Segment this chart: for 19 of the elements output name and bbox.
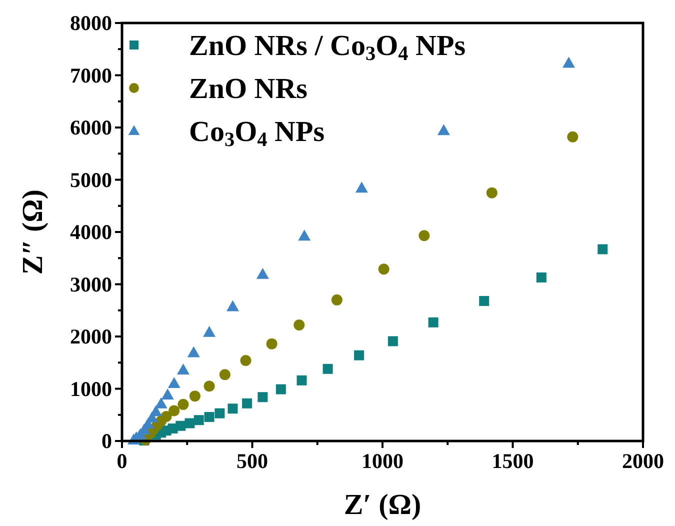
y-tick-label: 4000 <box>70 220 112 244</box>
y-tick-label: 7000 <box>70 63 112 88</box>
y-tick-label: 0 <box>102 429 112 453</box>
y-tick-label: 3000 <box>70 272 112 296</box>
legend-label: ZnO NRs <box>189 73 308 105</box>
x-tick-label: 0 <box>116 449 128 473</box>
x-tick-label: 2000 <box>622 449 664 473</box>
x-axis-title: Z′ (Ω) <box>344 489 422 521</box>
legend-label: ZnO NRs / Co$_{3}$O$_{4}$ NPs <box>189 30 466 65</box>
y-axis-title: Z″ (Ω) <box>17 189 49 275</box>
x-tick-label: 1000 <box>362 449 404 473</box>
y-tick-label: 2000 <box>70 324 112 348</box>
y-tick-label: 6000 <box>70 116 112 140</box>
legend-label: Co$_{3}$O$_{4}$ NPs <box>189 116 324 151</box>
x-tick-label: 500 <box>236 449 268 473</box>
y-tick-label: 5000 <box>70 168 112 192</box>
y-tick-label: 8000 <box>70 11 112 35</box>
y-tick-label: 1000 <box>70 376 112 401</box>
x-tick-label: 1500 <box>492 449 534 473</box>
